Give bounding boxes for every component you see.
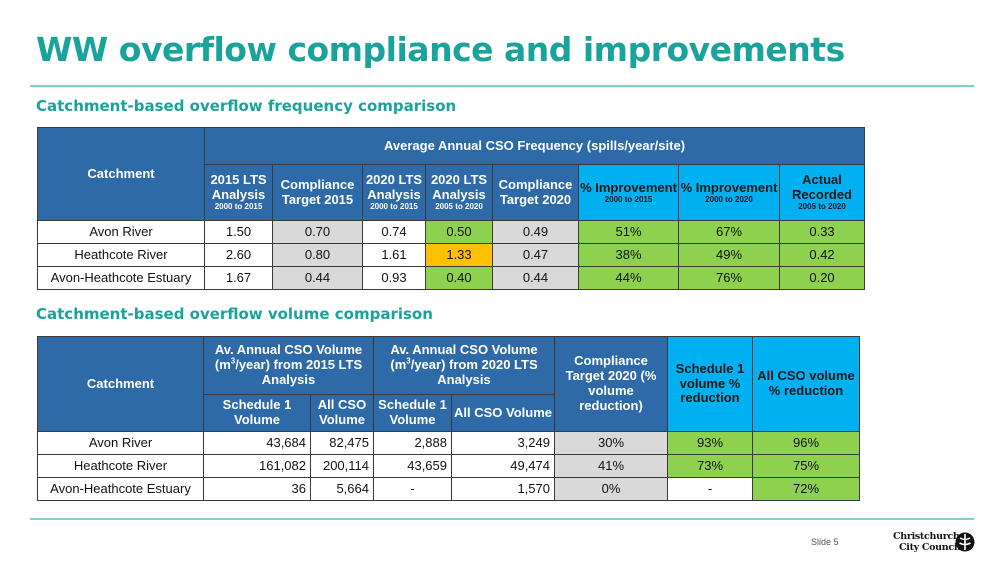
all-cso-reduction-header: All CSO volume % reduction (752, 336, 860, 432)
table-row: Avon-Heathcote Estuary 1.67 0.44 0.93 0.… (37, 266, 866, 290)
table-cell: 41% (554, 454, 668, 478)
col-compliance-2015: Compliance Target 2015 (272, 164, 363, 221)
table-cell: 0.44 (492, 266, 579, 290)
table-cell: 82,475 (310, 431, 374, 455)
frequency-group-header: Average Annual CSO Frequency (spills/yea… (203, 127, 866, 165)
table-cell: 96% (752, 431, 860, 455)
frequency-section-heading: Catchment-based overflow frequency compa… (36, 97, 457, 115)
slide-number: Slide 5 (811, 537, 839, 547)
catchment-header: Catchment (37, 336, 204, 432)
col-allcso-2015: All CSO Volume (310, 394, 374, 432)
table-cell: 49,474 (451, 454, 555, 478)
bottom-divider (30, 518, 974, 520)
table-cell: 0.42 (778, 243, 866, 267)
volume-table: Catchment Av. Annual CSO Volume (m3/year… (37, 336, 860, 501)
table-cell: 44% (578, 266, 679, 290)
table-cell: 0.33 (778, 220, 866, 244)
schedule-reduction-header: Schedule 1 volume % reduction (667, 336, 753, 432)
table-cell: 0.74 (362, 220, 426, 244)
table-row: Avon-Heathcote Estuary 36 5,664 - 1,570 … (37, 477, 860, 501)
table-cell: 0% (554, 477, 668, 501)
table-cell: - (667, 477, 753, 501)
table-cell: 72% (752, 477, 860, 501)
col-compliance-2020: Compliance Target 2020 (492, 164, 579, 221)
table-cell: 0.44 (272, 266, 363, 290)
logo-text-line1: Christchurch (893, 531, 960, 542)
top-divider (30, 85, 974, 87)
table-cell: 5,664 (310, 477, 374, 501)
table-cell: 0.50 (425, 220, 493, 244)
col-schedule1-2020: Schedule 1 Volume (373, 394, 452, 432)
logo-text-line2: City Council (899, 542, 961, 553)
table-cell: 161,082 (203, 454, 311, 478)
col-2020-lts-2000: 2020 LTS Analysis 2000 to 2015 (362, 164, 426, 221)
table-cell: 76% (678, 266, 780, 290)
row-label: Avon-Heathcote Estuary (37, 266, 205, 290)
col-actual-recorded: Actual Recorded 2005 to 2020 (778, 164, 866, 221)
table-cell: 0.49 (492, 220, 579, 244)
compliance-target-header: Compliance Target 2020 (% volume reducti… (554, 336, 668, 432)
col-2015-lts: 2015 LTS Analysis 2000 to 2015 (204, 164, 273, 221)
table-cell: 43,659 (373, 454, 452, 478)
table-cell: 0.20 (778, 266, 866, 290)
row-label: Heathcote River (37, 454, 204, 478)
table-cell: 49% (678, 243, 780, 267)
table-cell: 67% (678, 220, 780, 244)
table-cell: 38% (578, 243, 679, 267)
table-cell: 0.93 (362, 266, 426, 290)
council-emblem-icon (955, 532, 975, 552)
table-cell: 73% (667, 454, 753, 478)
table-cell: 0.40 (425, 266, 493, 290)
table-row: Avon River 1.50 0.70 0.74 0.50 0.49 51% … (37, 220, 866, 244)
table-cell: 2,888 (373, 431, 452, 455)
row-label: Avon River (37, 431, 204, 455)
table-row: Heathcote River 2.60 0.80 1.61 1.33 0.47… (37, 243, 866, 267)
table-cell: 0.70 (272, 220, 363, 244)
table-cell: 1.67 (204, 266, 273, 290)
table-cell: 43,684 (203, 431, 311, 455)
table-row: Avon River 43,684 82,475 2,888 3,249 30%… (37, 431, 860, 455)
table-cell: 36 (203, 477, 311, 501)
table-cell: 200,114 (310, 454, 374, 478)
table-cell: 1.33 (425, 243, 493, 267)
table-cell: 51% (578, 220, 679, 244)
col-improvement-2020: % Improvement 2000 to 2020 (678, 164, 780, 221)
frequency-table: Catchment Average Annual CSO Frequency (… (37, 127, 866, 290)
table-cell: 1,570 (451, 477, 555, 501)
table-cell: 75% (752, 454, 860, 478)
slide-title: WW overflow compliance and improvements (36, 30, 845, 69)
table-cell: 2.60 (204, 243, 273, 267)
table-cell: 0.47 (492, 243, 579, 267)
table-cell: 93% (667, 431, 753, 455)
catchment-header: Catchment (37, 127, 205, 221)
col-2020-lts-2005: 2020 LTS Analysis 2005 to 2020 (425, 164, 493, 221)
col-improvement-2015: % Improvement 2000 to 2015 (578, 164, 679, 221)
table-cell: 30% (554, 431, 668, 455)
volume-section-heading: Catchment-based overflow volume comparis… (36, 305, 433, 323)
volume-2020-group-header: Av. Annual CSO Volume (m3/year) from 202… (373, 336, 555, 395)
row-label: Heathcote River (37, 243, 205, 267)
col-allcso-2020: All CSO Volume (451, 394, 555, 432)
table-cell: 3,249 (451, 431, 555, 455)
volume-2015-group-header: Av. Annual CSO Volume (m3/year) from 201… (203, 336, 374, 395)
council-logo: Christchurch City Council (893, 531, 975, 555)
col-schedule1-2015: Schedule 1 Volume (203, 394, 311, 432)
table-row: Heathcote River 161,082 200,114 43,659 4… (37, 454, 860, 478)
table-cell: 1.50 (204, 220, 273, 244)
table-cell: - (373, 477, 452, 501)
table-cell: 0.80 (272, 243, 363, 267)
row-label: Avon-Heathcote Estuary (37, 477, 204, 501)
row-label: Avon River (37, 220, 205, 244)
table-cell: 1.61 (362, 243, 426, 267)
